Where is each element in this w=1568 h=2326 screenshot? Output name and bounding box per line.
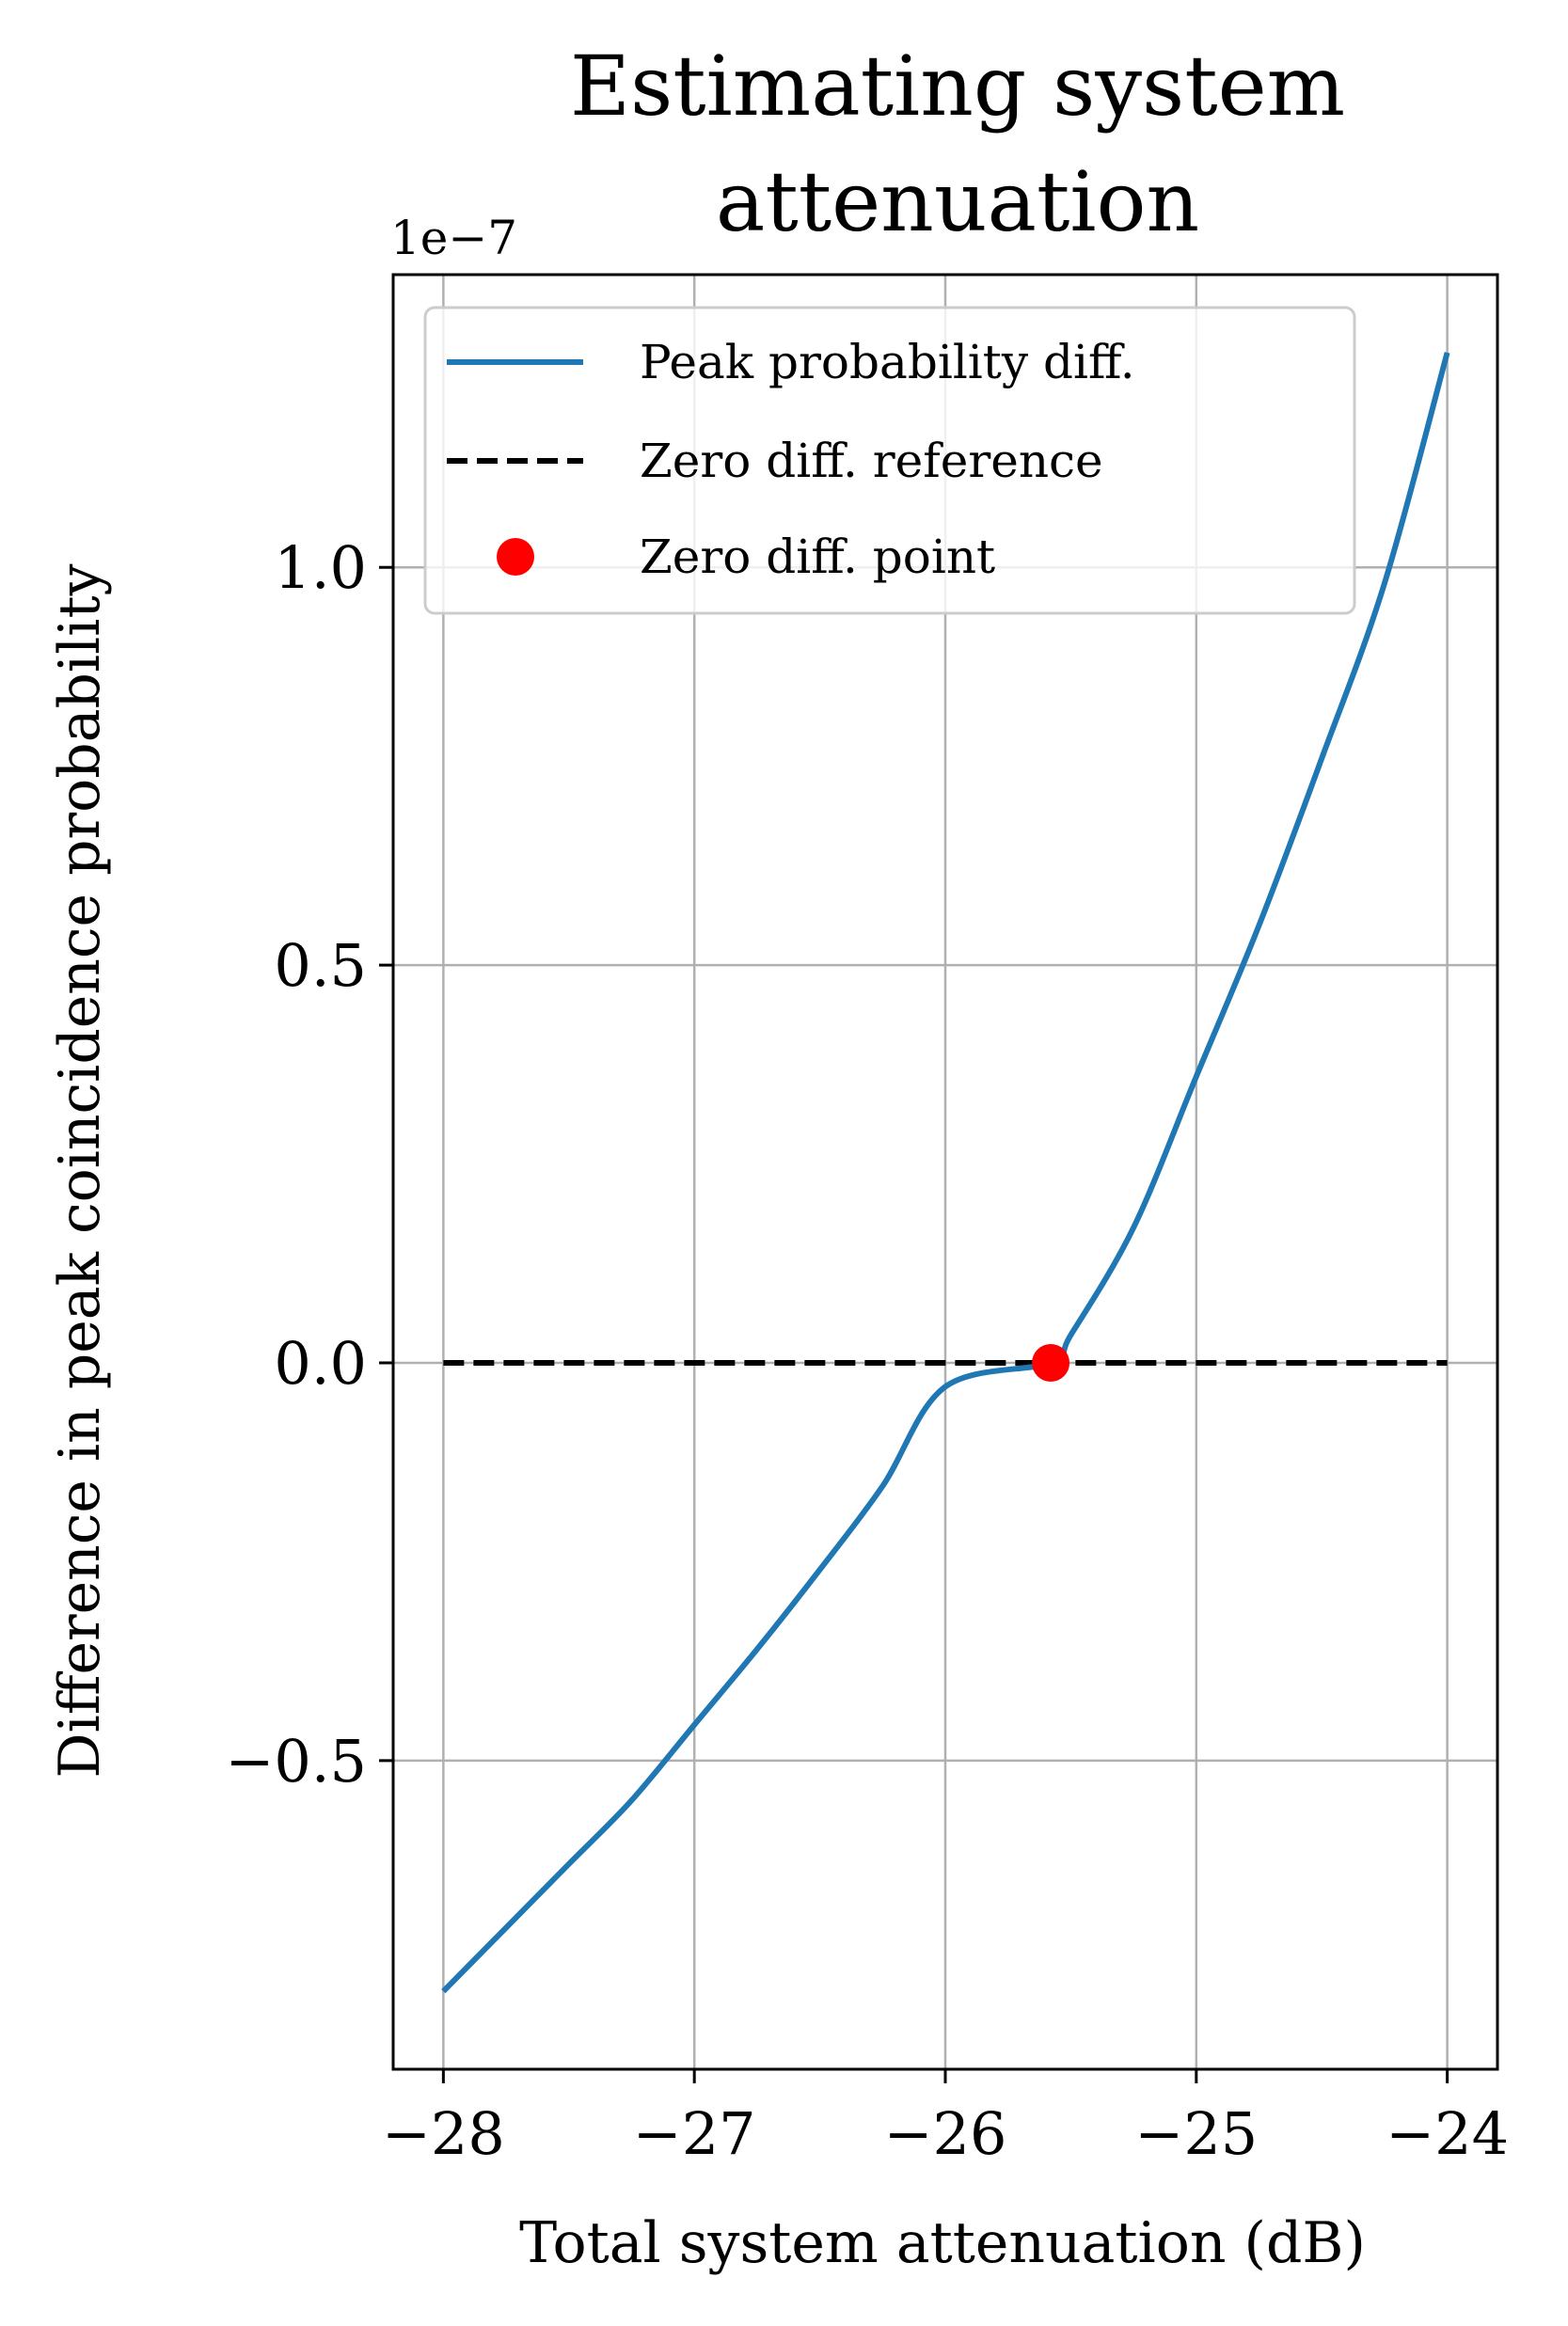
y-tick-label: 1.0 xyxy=(274,533,367,602)
series-layer xyxy=(441,352,1450,1994)
x-tick-label: −27 xyxy=(633,2099,756,2168)
y-tick-label: 0.5 xyxy=(274,931,367,1000)
legend-label-peak-probability: Peak probability diff. xyxy=(640,335,1135,389)
x-tick-label: −26 xyxy=(884,2099,1007,2168)
chart-title-line-1: Estimating system xyxy=(570,38,1345,134)
legend-handle-zero-point xyxy=(497,538,534,576)
zero-diff-point-marker xyxy=(1032,1343,1070,1382)
y-tick-label: 0.0 xyxy=(274,1329,367,1398)
y-axis-label: Difference in peak coincidence probabili… xyxy=(47,563,113,1778)
legend-label-zero-point: Zero diff. point xyxy=(640,530,995,584)
x-tick-label: −24 xyxy=(1386,2099,1509,2168)
y-tick-label: −0.5 xyxy=(225,1727,367,1796)
legend-label-zero-reference: Zero diff. reference xyxy=(640,434,1103,488)
legend: Peak probability diff. Zero diff. refere… xyxy=(423,306,1356,615)
chart-title-line-2: attenuation xyxy=(716,153,1199,250)
axes-frame xyxy=(391,273,1499,2071)
x-tick-label: −28 xyxy=(382,2099,505,2168)
tick-layer: −28 −27 −26 −25 −24 −0.5 0.0 0.5 1.0 xyxy=(225,533,1509,2168)
y-axis-offset-label: 1e−7 xyxy=(390,211,517,265)
x-axis-label: Total system attenuation (dB) xyxy=(519,2210,1366,2276)
legend-box xyxy=(423,306,1356,615)
peak-probability-line xyxy=(441,352,1450,1994)
x-tick-label: −25 xyxy=(1134,2099,1258,2168)
